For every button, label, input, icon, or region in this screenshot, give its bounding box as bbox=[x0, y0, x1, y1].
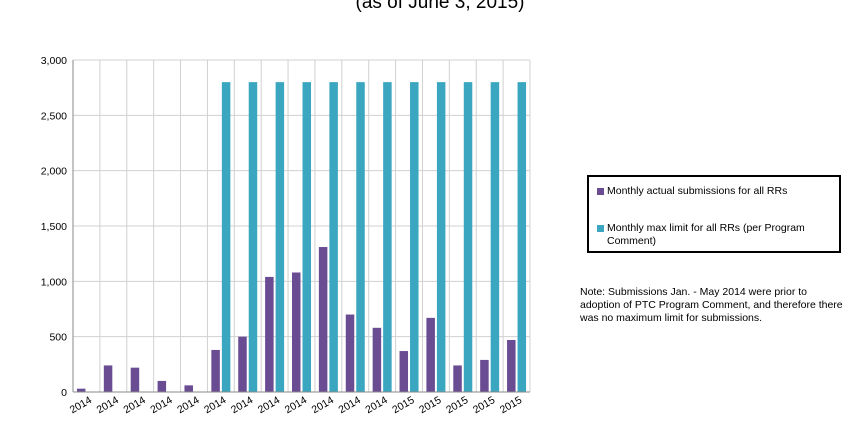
bar-actual bbox=[426, 317, 435, 392]
bar-max bbox=[517, 82, 527, 392]
y-tick-label: 0 bbox=[61, 387, 67, 399]
legend-item-max: Monthly max limit for all RRs (per Progr… bbox=[597, 222, 835, 248]
y-tick-label: 3,000 bbox=[41, 55, 67, 67]
bar-max bbox=[302, 82, 311, 392]
bar-actual bbox=[399, 351, 409, 392]
y-tick-label: 1,000 bbox=[41, 276, 67, 288]
bar-actual bbox=[372, 327, 382, 392]
x-tick-label: 2014 bbox=[175, 394, 201, 416]
bar-max bbox=[329, 82, 338, 392]
bar-actual bbox=[238, 336, 247, 392]
gridlines bbox=[72, 59, 531, 392]
bar-actual bbox=[318, 247, 328, 392]
bar-max bbox=[248, 82, 258, 392]
bar-max bbox=[410, 82, 419, 392]
x-tick-label: 2014 bbox=[283, 394, 309, 416]
y-tick-label: 2,000 bbox=[41, 166, 67, 178]
bar-max bbox=[275, 82, 285, 392]
bar-actual bbox=[292, 272, 301, 392]
x-tick-label: 2014 bbox=[363, 394, 389, 416]
x-tick-label: 2014 bbox=[337, 394, 363, 416]
bar-actual bbox=[157, 380, 167, 392]
x-tick-label: 2015 bbox=[471, 394, 497, 416]
x-tick-label: 2014 bbox=[202, 394, 228, 416]
bar-actual bbox=[345, 314, 355, 392]
bar-actual bbox=[265, 276, 274, 392]
bar-max bbox=[383, 82, 392, 392]
legend: Monthly actual submissions for all RRs M… bbox=[587, 175, 841, 253]
bar-max bbox=[490, 82, 500, 392]
x-tick-label: 2014 bbox=[121, 394, 147, 416]
bar-actual bbox=[184, 385, 193, 392]
legend-label-max: Monthly max limit for all RRs (per Progr… bbox=[607, 222, 805, 247]
legend-swatch-actual bbox=[597, 188, 604, 195]
chart-note: Note: Submissions Jan. - May 2014 were p… bbox=[580, 286, 843, 324]
y-tick-label: 500 bbox=[49, 332, 67, 344]
y-tick-label: 1,500 bbox=[41, 221, 67, 233]
x-tick-label: 2015 bbox=[390, 394, 416, 416]
x-tick-label: 2015 bbox=[417, 394, 443, 416]
x-tick-label: 2014 bbox=[256, 394, 282, 416]
bar-actual bbox=[453, 365, 462, 392]
x-tick-label: 2015 bbox=[444, 394, 470, 416]
chart-title: (as of June 3, 2015) bbox=[355, 0, 525, 13]
bar-actual bbox=[507, 339, 516, 392]
x-tick-label: 2015 bbox=[498, 394, 524, 416]
bar-actual bbox=[76, 388, 86, 392]
bar-actual bbox=[103, 365, 113, 392]
axes bbox=[72, 60, 530, 393]
legend-swatch-max bbox=[597, 225, 604, 232]
x-tick-label: 2014 bbox=[310, 394, 336, 416]
bar-max bbox=[221, 82, 231, 392]
bars bbox=[76, 82, 527, 392]
x-tick-label: 2014 bbox=[148, 394, 174, 416]
bar-max bbox=[463, 82, 473, 392]
y-tick-label: 2,500 bbox=[41, 110, 67, 122]
bar-max bbox=[436, 82, 446, 392]
x-tick-label: 2014 bbox=[229, 394, 255, 416]
legend-label-actual: Monthly actual submissions for all RRs bbox=[607, 185, 788, 197]
x-tick-label: 2014 bbox=[68, 394, 94, 416]
bar-max bbox=[356, 82, 365, 392]
bar-actual bbox=[130, 367, 140, 392]
bar-actual bbox=[480, 359, 489, 392]
bar-actual bbox=[211, 349, 220, 392]
legend-item-actual: Monthly actual submissions for all RRs bbox=[597, 185, 835, 198]
x-tick-label: 2014 bbox=[95, 394, 121, 416]
